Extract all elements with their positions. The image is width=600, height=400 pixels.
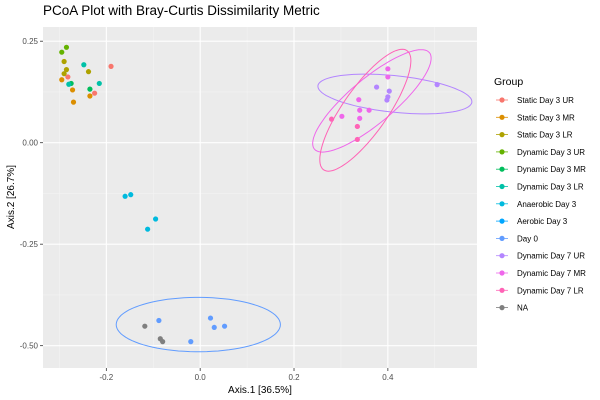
legend-key-point xyxy=(499,166,505,172)
data-point xyxy=(434,82,440,88)
legend-key-point xyxy=(499,305,505,311)
data-point xyxy=(207,315,214,321)
confidence-ellipse xyxy=(115,296,281,353)
data-point xyxy=(384,97,390,103)
data-point xyxy=(385,66,391,72)
plot-panel xyxy=(43,27,477,368)
data-point xyxy=(96,80,102,87)
grid-major xyxy=(43,27,477,368)
confidence-ellipse xyxy=(312,49,432,153)
legend-label: Dynamic Day 3 MR xyxy=(517,165,586,174)
confidence-ellipse xyxy=(317,73,473,115)
y-tick-label: 0.25 xyxy=(22,37,38,46)
y-tick-label: 0.00 xyxy=(22,139,38,148)
data-point xyxy=(142,323,148,329)
legend-label: Static Day 3 MR xyxy=(517,113,575,122)
legend: Group Static Day 3 UR Static Day 3 MR Stat… xyxy=(494,76,586,313)
data-point xyxy=(63,44,70,50)
data-point xyxy=(70,99,77,105)
legend-key-point xyxy=(499,287,505,293)
legend-label: Aerobic Day 3 xyxy=(517,217,568,226)
data-point xyxy=(81,62,87,68)
legend-key-point xyxy=(499,97,505,103)
legend-key-point xyxy=(499,235,505,241)
legend-key-point xyxy=(499,149,505,155)
data-point xyxy=(65,74,71,80)
data-point xyxy=(356,97,362,103)
legend-label: Static Day 3 UR xyxy=(517,96,574,105)
x-axis-title: Axis.1 [36.5%] xyxy=(228,385,292,396)
data-point xyxy=(386,88,392,94)
x-tick-label: -0.2 xyxy=(99,373,113,382)
data-point xyxy=(385,74,391,80)
x-axis-ticks: -0.2 0.0 0.2 0.4 xyxy=(99,368,394,382)
legend-label: Dynamic Day 7 LR xyxy=(517,286,584,295)
data-point xyxy=(85,69,92,75)
data-point xyxy=(66,81,72,87)
data-point xyxy=(366,107,372,113)
data-point xyxy=(59,49,65,55)
data-point xyxy=(61,71,67,77)
data-point xyxy=(339,113,345,119)
legend-label: Dynamic Day 3 LR xyxy=(517,183,584,192)
legend-key-point xyxy=(499,253,505,259)
legend-label: Dynamic Day 3 UR xyxy=(517,148,585,157)
data-point xyxy=(156,317,162,324)
grid-minor xyxy=(43,27,477,368)
confidence-ellipses xyxy=(115,48,473,353)
legend-title: Group xyxy=(494,76,523,88)
data-point xyxy=(87,86,93,92)
y-axis-ticks: -0.50 -0.25 0.00 0.25 xyxy=(20,37,43,351)
data-point xyxy=(357,107,363,113)
confidence-ellipse xyxy=(319,48,412,172)
data-point xyxy=(211,324,217,331)
data-point xyxy=(61,58,67,65)
legend-label: Dynamic Day 7 MR xyxy=(517,269,586,278)
data-point xyxy=(160,339,166,345)
y-tick-label: -0.50 xyxy=(20,342,39,351)
data-point xyxy=(145,226,151,232)
data-point xyxy=(357,115,363,121)
legend-key-point xyxy=(499,132,505,138)
data-point xyxy=(63,67,70,73)
data-point xyxy=(122,193,128,199)
legend-key-point xyxy=(499,201,505,207)
data-point xyxy=(354,136,360,143)
chart-title: PCoA Plot with Bray-Curtis Dissimilarity… xyxy=(43,3,320,18)
data-point xyxy=(87,93,93,99)
data-point xyxy=(373,84,380,90)
legend-key-point xyxy=(499,218,505,224)
legend-label: Dynamic Day 7 UR xyxy=(517,252,585,261)
y-axis-title: Axis.2 [26.7%] xyxy=(6,165,17,229)
data-point xyxy=(221,323,228,329)
data-point xyxy=(69,87,76,93)
y-tick-label: -0.25 xyxy=(20,240,39,249)
data-point xyxy=(354,123,360,130)
data-point xyxy=(108,63,114,69)
data-point xyxy=(153,216,159,222)
data-point xyxy=(328,116,335,122)
x-tick-label: 0.0 xyxy=(195,373,207,382)
legend-label: Anaerobic Day 3 xyxy=(517,200,577,209)
legend-label: Day 0 xyxy=(517,234,538,243)
legend-key-point xyxy=(499,114,505,120)
legend-key-point xyxy=(499,183,505,190)
legend-label: NA xyxy=(517,304,529,313)
data-point xyxy=(59,77,65,83)
legend-key-point xyxy=(499,270,505,276)
x-tick-label: 0.4 xyxy=(382,373,394,382)
data-point xyxy=(92,90,98,96)
data-point xyxy=(128,192,134,198)
x-tick-label: 0.2 xyxy=(288,373,300,382)
legend-label: Static Day 3 LR xyxy=(517,131,573,140)
data-points xyxy=(59,44,440,345)
data-point xyxy=(188,339,194,345)
